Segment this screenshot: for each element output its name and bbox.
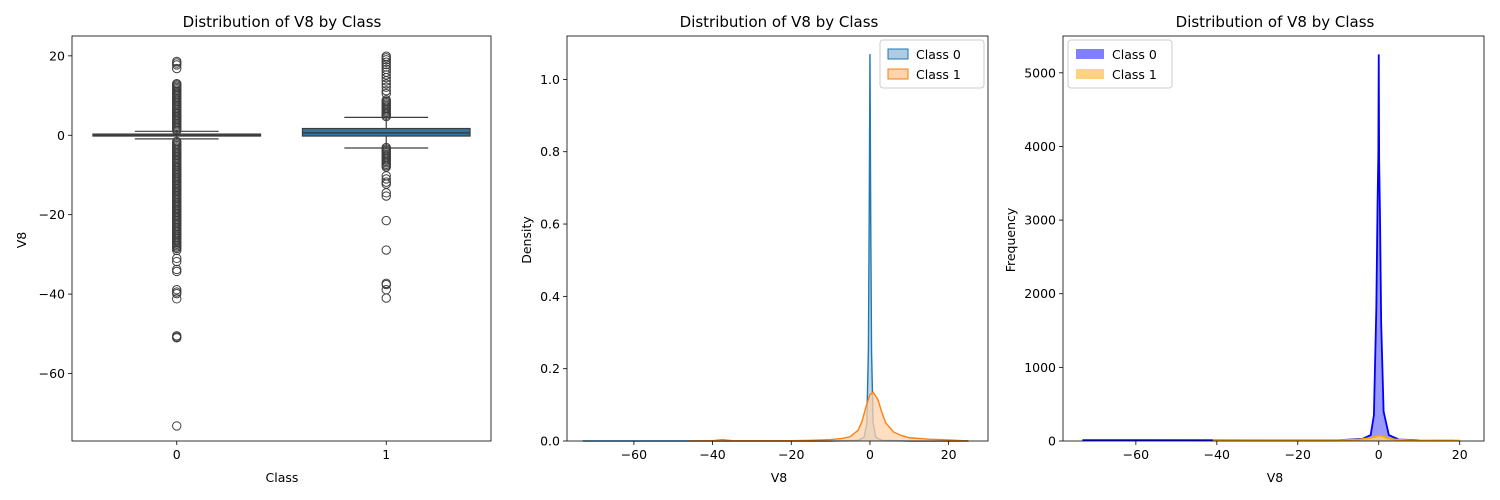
hist-legend-swatch-0 [1076, 49, 1104, 59]
outlier-point [172, 60, 182, 70]
hist-y-tick-label: 3000 [1024, 213, 1056, 228]
kde-panel: Distribution of V8 by Class V8 Density −… [519, 13, 989, 485]
outlier-point [381, 142, 391, 153]
outlier-point [172, 136, 182, 147]
histogram-x-axis-label: V8 [1267, 470, 1284, 485]
outlier-point [381, 79, 391, 89]
histogram-title: Distribution of V8 by Class [1176, 13, 1375, 31]
kde-x-tick-label: −60 [621, 447, 647, 462]
outlier-point [172, 266, 182, 277]
kde-y-tick-label: 1.0 [540, 72, 560, 87]
outlier-point [172, 333, 182, 343]
outlier-point [381, 245, 391, 255]
outlier-point [381, 57, 391, 67]
hist-legend-label-0: Class 0 [1112, 47, 1157, 62]
boxplot-y-axis-label: V8 [14, 232, 29, 249]
outlier-point [172, 253, 182, 264]
outlier-point [381, 86, 391, 96]
kde-x-tick-label: 20 [941, 447, 957, 462]
boxplot-x-tick-label: 1 [382, 447, 390, 462]
kde-y-tick-label: 0.2 [540, 361, 560, 376]
hist-x-tick-label: −60 [1123, 447, 1149, 462]
outlier-point [381, 174, 391, 184]
hist-x-tick-label: −40 [1204, 447, 1230, 462]
outlier-point [172, 421, 182, 431]
boxplot-panel: Distribution of V8 by Class Class V8 0 1 2… [14, 13, 492, 485]
boxplot-y-tick-label: 20 [49, 48, 65, 63]
hist-x-tick-label: −20 [1285, 447, 1311, 462]
outlier-point [381, 95, 391, 105]
boxplot-y-tick-label: −20 [39, 207, 65, 222]
boxplot-y-tick-label: −40 [39, 287, 65, 302]
outlier-point [381, 279, 391, 290]
hist-legend-label-1: Class 1 [1112, 67, 1157, 82]
outlier-point [172, 80, 182, 90]
kde-y-tick-label: 0.8 [540, 144, 560, 159]
kde-axes-frame [566, 35, 989, 442]
outlier-point [172, 294, 182, 304]
outlier-point [381, 55, 391, 65]
outlier-point [381, 215, 391, 226]
hist-legend: Class 0 Class 1 [1067, 39, 1173, 89]
boxplot-axes-frame [71, 35, 492, 442]
outlier-point [172, 288, 182, 299]
outlier-point [381, 191, 391, 201]
kde-x-axis-label: V8 [771, 470, 788, 485]
boxplot-y-tick-label: −60 [39, 366, 65, 381]
kde-y-tick-label: 0.6 [540, 217, 560, 232]
kde-legend: Class 0 Class 1 [879, 39, 985, 89]
hist-x-tick-label: 20 [1452, 447, 1468, 462]
outlier-point [172, 63, 182, 74]
hist-y-tick-label: 5000 [1024, 65, 1056, 80]
hist-x-tick-label: 0 [1375, 447, 1383, 462]
hist-y-tick-label: 4000 [1024, 139, 1056, 154]
kde-legend-label-1: Class 1 [916, 67, 961, 82]
outlier-point [381, 70, 391, 80]
hist-axes-frame [1062, 35, 1485, 442]
boxplot-title: Distribution of V8 by Class [183, 13, 382, 31]
outlier-point [172, 285, 182, 295]
hist-y-tick-label: 1000 [1024, 360, 1056, 375]
outlier-point [381, 72, 391, 83]
kde-x-tick-label: 0 [866, 447, 874, 462]
kde-y-axis-label: Density [519, 216, 534, 264]
kde-x-tick-label: −20 [778, 447, 804, 462]
kde-legend-label-0: Class 0 [916, 47, 961, 62]
kde-y-tick-label: 0.4 [540, 289, 560, 304]
outlier-point [381, 59, 391, 70]
histogram-plot-area: −60 −40 −20 0 20 0 1000 2000 3000 4000 5000 Class 0… [1024, 35, 1485, 462]
kde-y-tick-label: 0.0 [540, 434, 560, 449]
outlier-point [381, 293, 391, 303]
hist-y-tick-label: 2000 [1024, 286, 1056, 301]
boxplot-x-axis-label: Class [266, 470, 299, 485]
boxplot-plot-area: 0 1 20 0 −20 −40 −60 [39, 35, 492, 462]
hist-kde-line-1 [1212, 434, 1460, 442]
outlier-point [381, 188, 391, 198]
histogram-y-axis-label: Frequency [1003, 207, 1018, 272]
boxplot-x-tick-label: 0 [173, 447, 181, 462]
kde-legend-swatch-0 [887, 48, 909, 60]
kde-legend-swatch-1 [887, 68, 909, 80]
outlier-point [381, 82, 391, 92]
outlier-point [381, 76, 391, 86]
outlier-point [381, 88, 391, 99]
hist-legend-swatch-1 [1076, 69, 1104, 79]
histogram-panel: Distribution of V8 by Class V8 Frequency… [1003, 13, 1485, 485]
boxplot-y-tick-label: 0 [57, 128, 65, 143]
kde-x-tick-label: −40 [699, 447, 725, 462]
hist-y-tick-label: 0 [1048, 434, 1056, 449]
kde-title: Distribution of V8 by Class [680, 13, 879, 31]
